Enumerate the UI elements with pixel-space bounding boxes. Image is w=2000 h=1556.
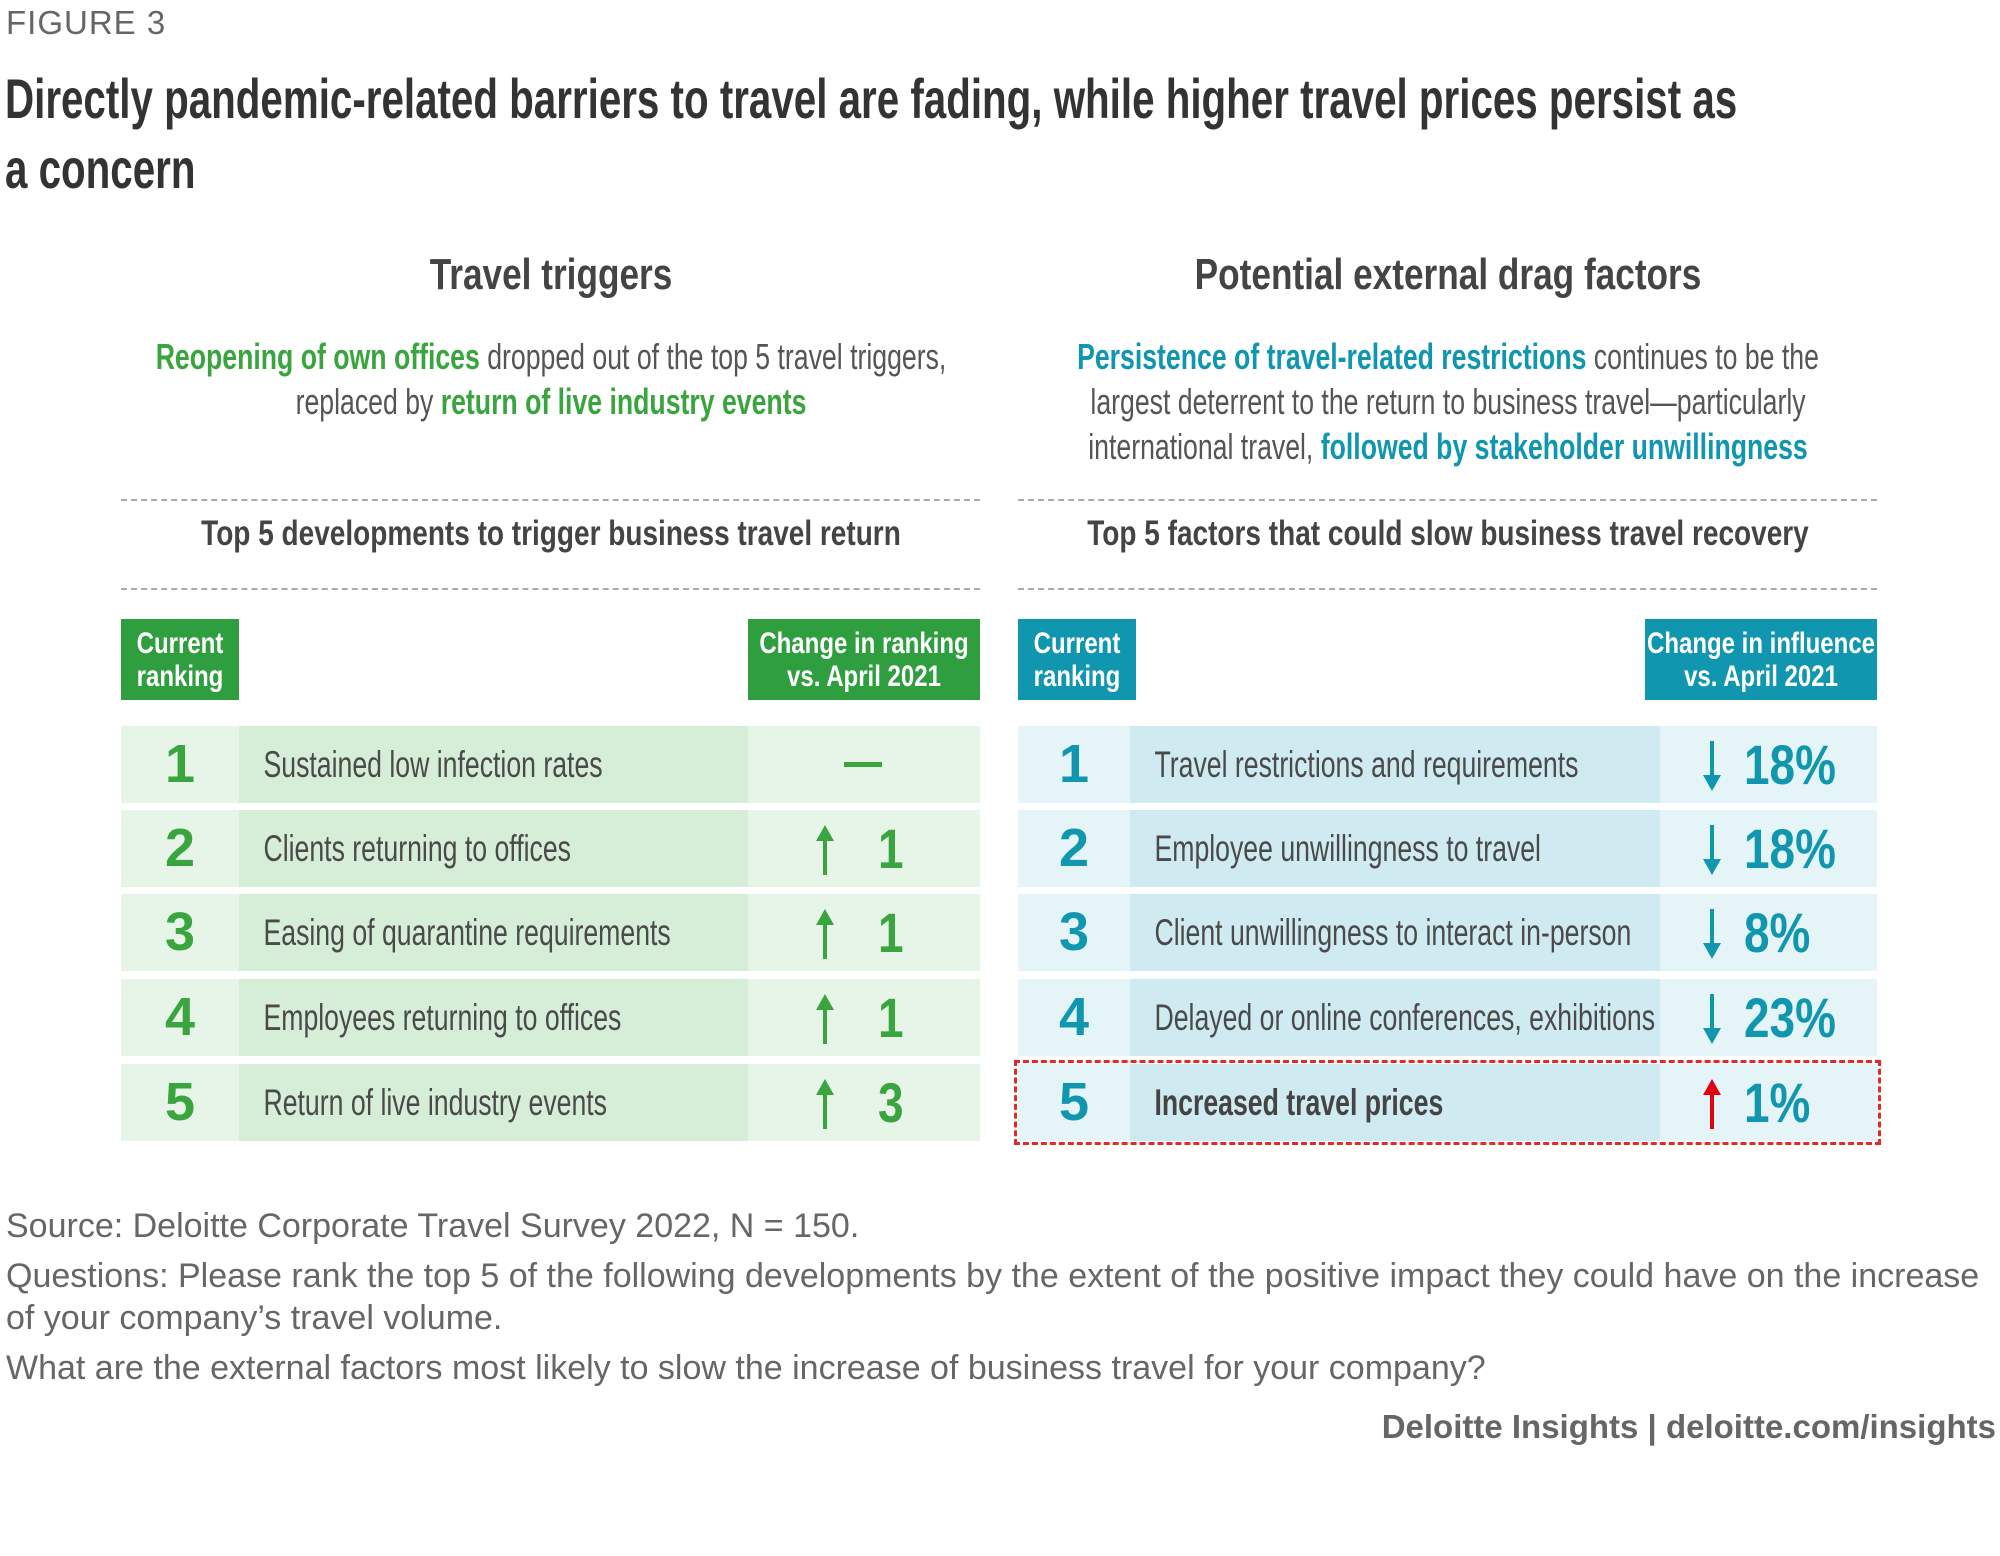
- subtitle-highlight: followed by stakeholder unwillingness: [1320, 426, 1808, 467]
- row-label: Sustained low infection rates: [263, 744, 603, 785]
- rank-number: 5: [164, 1072, 196, 1132]
- change-value: 8%: [1744, 901, 1811, 964]
- rank-number: 3: [1058, 902, 1090, 962]
- header-change-influence: Change in influence vs. April 2021: [1645, 619, 1877, 700]
- rank-number: 3: [164, 902, 196, 962]
- row-label: Travel restrictions and requirements: [1154, 744, 1579, 785]
- table-row: 3 Client unwillingness to interact in-per…: [1018, 894, 1877, 971]
- header-change-ranking: Change in ranking vs. April 2021: [748, 619, 980, 700]
- notes: Source: Deloitte Corporate Travel Survey…: [6, 1205, 1996, 1397]
- row-label: Client unwillingness to interact in-pers…: [1154, 912, 1632, 953]
- header-current-ranking: Current ranking: [121, 619, 239, 700]
- subtitle-text: international travel,: [1087, 426, 1321, 467]
- rank-number: 2: [164, 818, 196, 878]
- row-label: Delayed or online conferences, exhibitio…: [1154, 997, 1656, 1038]
- divider: [1018, 499, 1877, 501]
- change-cell: 1%: [1660, 1064, 1877, 1141]
- row-label: Employee unwillingness to travel: [1154, 828, 1541, 869]
- change-cell: 1: [748, 810, 980, 887]
- change-cell: 1: [748, 979, 980, 1056]
- arrow-up-icon: [1703, 1079, 1721, 1129]
- header-label: Current ranking: [136, 627, 224, 693]
- change-value: 3: [878, 1071, 904, 1134]
- subtitle-text: dropped out of the top 5 travel triggers…: [479, 336, 946, 377]
- subtitle-text: continues to be the: [1585, 336, 1819, 377]
- row-label: Easing of quarantine requirements: [263, 912, 671, 953]
- table-row: 2 Clients returning to offices 1: [121, 810, 980, 887]
- subtitle-highlight: Reopening of own offices: [155, 336, 480, 377]
- row-label: Return of live industry events: [263, 1082, 608, 1123]
- change-value: 1%: [1744, 1071, 1811, 1134]
- table-title: Top 5 factors that could slow business t…: [1086, 514, 1809, 553]
- change-value: 1: [878, 986, 904, 1049]
- change-value: 1: [878, 901, 904, 964]
- table-row: 4 Delayed or online conferences, exhibiti…: [1018, 979, 1877, 1056]
- divider: [121, 499, 980, 501]
- change-cell: 18%: [1660, 810, 1877, 887]
- arrow-up-icon: [816, 994, 834, 1044]
- subtitle-text: largest deterrent to the return to busin…: [1089, 381, 1806, 422]
- rank-number: 4: [164, 987, 196, 1047]
- change-cell: 18%: [1660, 726, 1877, 803]
- table-row: 4 Employees returning to offices 1: [121, 979, 980, 1056]
- change-value: 18%: [1744, 733, 1836, 796]
- change-cell: [748, 726, 980, 803]
- panel-heading: Potential external drag factors: [1194, 250, 1701, 299]
- header-current-ranking: Current ranking: [1018, 619, 1136, 700]
- figure-label: FIGURE 3: [6, 4, 167, 41]
- change-cell: 23%: [1660, 979, 1877, 1056]
- drag-factors-panel: Potential external drag factors Persiste…: [1014, 250, 1881, 1150]
- figure-title: Directly pandemic-related barriers to tr…: [5, 67, 1738, 200]
- table-row: 5 Increased travel prices 1%: [1014, 1060, 1881, 1145]
- arrow-down-icon: [1703, 994, 1721, 1044]
- header-label: Change in influence vs. April 2021: [1646, 627, 1876, 693]
- table-row: 1 Travel restrictions and requirements 18%: [1018, 726, 1877, 803]
- rank-number: 4: [1058, 987, 1090, 1047]
- question-note-2: What are the external factors most likel…: [6, 1349, 1486, 1387]
- header-label: Current ranking: [1033, 627, 1121, 693]
- arrow-up-icon: [816, 825, 834, 875]
- change-value: 18%: [1744, 817, 1836, 880]
- travel-triggers-panel: Travel triggers Reopening of own offices…: [121, 250, 980, 1150]
- header-label: Change in ranking vs. April 2021: [759, 627, 969, 693]
- no-change-dash-icon: [844, 762, 882, 767]
- subtitle-highlight: return of live industry events: [440, 381, 806, 422]
- subtitle-text: replaced by: [295, 381, 441, 422]
- panel-heading: Travel triggers: [429, 250, 672, 299]
- rank-number: 5: [1058, 1072, 1090, 1132]
- arrow-down-icon: [1703, 741, 1721, 791]
- rank-number: 2: [1058, 818, 1090, 878]
- change-cell: 1: [748, 894, 980, 971]
- arrow-up-icon: [816, 1079, 834, 1129]
- divider: [121, 588, 980, 590]
- arrow-down-icon: [1703, 909, 1721, 959]
- rank-number: 1: [164, 734, 196, 794]
- table-row: 5 Return of live industry events 3: [121, 1064, 980, 1141]
- subtitle-highlight: Persistence of travel-related restrictio…: [1076, 336, 1586, 377]
- source-note: Source: Deloitte Corporate Travel Survey…: [6, 1207, 860, 1245]
- arrow-down-icon: [1703, 825, 1721, 875]
- table-row: 2 Employee unwillingness to travel 18%: [1018, 810, 1877, 887]
- table-row: 3 Easing of quarantine requirements 1: [121, 894, 980, 971]
- table-row: 1 Sustained low infection rates: [121, 726, 980, 803]
- change-value: 23%: [1744, 986, 1836, 1049]
- row-label: Employees returning to offices: [263, 997, 622, 1038]
- change-cell: 8%: [1660, 894, 1877, 971]
- row-label: Clients returning to offices: [263, 828, 571, 869]
- rank-number: 1: [1058, 734, 1090, 794]
- change-cell: 3: [748, 1064, 980, 1141]
- panel-subtitle: Persistence of travel-related restrictio…: [1018, 336, 1877, 471]
- question-note-1: Questions: Please rank the top 5 of the …: [6, 1257, 1980, 1337]
- panel-subtitle: Reopening of own offices dropped out of …: [121, 336, 980, 426]
- row-label: Increased travel prices: [1154, 1082, 1444, 1123]
- arrow-up-icon: [816, 909, 834, 959]
- change-value: 1: [878, 817, 904, 880]
- table-title: Top 5 developments to trigger business t…: [200, 514, 901, 553]
- credit: Deloitte Insights | deloitte.com/insight…: [1381, 1408, 1996, 1445]
- divider: [1018, 588, 1877, 590]
